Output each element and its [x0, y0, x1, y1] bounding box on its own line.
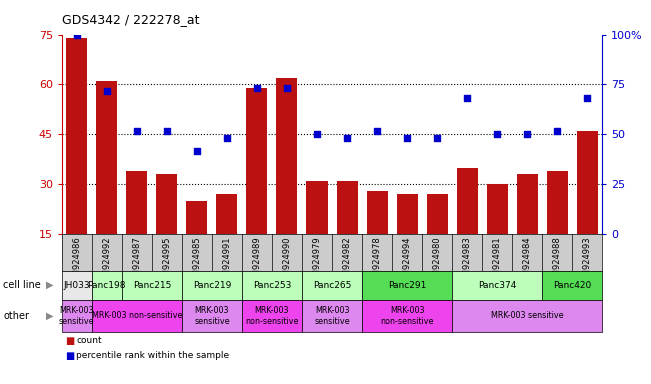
Point	[492, 131, 503, 137]
Text: ■: ■	[65, 351, 74, 361]
Point	[312, 131, 322, 137]
Text: GSM924990: GSM924990	[283, 236, 292, 286]
Point	[72, 31, 82, 38]
Bar	[517, 174, 538, 284]
Point	[252, 85, 262, 91]
Text: Panc215: Panc215	[133, 281, 171, 290]
Text: MRK-003
sensitive: MRK-003 sensitive	[194, 306, 230, 326]
Bar	[186, 201, 208, 284]
Point	[161, 128, 172, 134]
Point	[222, 135, 232, 141]
Bar	[66, 38, 87, 284]
Point	[522, 131, 533, 137]
Text: MRK-003 non-sensitive: MRK-003 non-sensitive	[92, 311, 182, 320]
Text: ▶: ▶	[46, 311, 54, 321]
Text: Panc219: Panc219	[193, 281, 231, 290]
Bar	[577, 131, 598, 284]
Text: GSM924993: GSM924993	[583, 236, 592, 287]
Point	[432, 135, 442, 141]
Text: ■: ■	[65, 336, 74, 346]
Point	[132, 128, 142, 134]
Text: GSM924981: GSM924981	[493, 236, 502, 287]
Text: ▶: ▶	[46, 280, 54, 290]
Bar	[156, 174, 178, 284]
Text: Panc374: Panc374	[478, 281, 516, 290]
Text: GSM924987: GSM924987	[132, 236, 141, 287]
Text: percentile rank within the sample: percentile rank within the sample	[76, 351, 229, 360]
Text: GSM924985: GSM924985	[193, 236, 201, 287]
Point	[462, 95, 473, 101]
Text: GDS4342 / 222278_at: GDS4342 / 222278_at	[62, 13, 199, 26]
Point	[372, 128, 382, 134]
Text: MRK-003
non-sensitive: MRK-003 non-sensitive	[380, 306, 434, 326]
Text: GSM924982: GSM924982	[342, 236, 352, 287]
Bar	[126, 171, 147, 284]
Text: GSM924995: GSM924995	[162, 236, 171, 286]
Text: count: count	[76, 336, 102, 345]
Bar	[486, 184, 508, 284]
Bar	[396, 194, 417, 284]
Bar	[337, 181, 357, 284]
Text: GSM924988: GSM924988	[553, 236, 562, 287]
Text: MRK-003
sensitive: MRK-003 sensitive	[59, 306, 94, 326]
Text: JH033: JH033	[64, 281, 90, 290]
Bar	[277, 78, 298, 284]
Bar	[247, 88, 268, 284]
Point	[102, 88, 112, 94]
Point	[191, 148, 202, 154]
Point	[552, 128, 562, 134]
Text: cell line: cell line	[3, 280, 41, 290]
Text: GSM924983: GSM924983	[463, 236, 471, 287]
Point	[582, 95, 592, 101]
Bar	[367, 191, 387, 284]
Text: GSM924980: GSM924980	[432, 236, 441, 287]
Bar	[456, 168, 478, 284]
Text: GSM924992: GSM924992	[102, 236, 111, 286]
Text: GSM924978: GSM924978	[372, 236, 381, 287]
Text: MRK-003 sensitive: MRK-003 sensitive	[491, 311, 564, 320]
Bar	[216, 194, 238, 284]
Bar	[96, 81, 117, 284]
Text: GSM924994: GSM924994	[402, 236, 411, 286]
Text: Panc198: Panc198	[88, 281, 126, 290]
Text: Panc253: Panc253	[253, 281, 291, 290]
Text: Panc265: Panc265	[313, 281, 351, 290]
Text: GSM924984: GSM924984	[523, 236, 532, 287]
Bar	[426, 194, 448, 284]
Point	[342, 135, 352, 141]
Text: GSM924989: GSM924989	[253, 236, 262, 287]
Text: other: other	[3, 311, 29, 321]
Text: GSM924991: GSM924991	[223, 236, 232, 286]
Point	[402, 135, 412, 141]
Bar	[547, 171, 568, 284]
Text: GSM924979: GSM924979	[312, 236, 322, 287]
Text: MRK-003
sensitive: MRK-003 sensitive	[314, 306, 350, 326]
Text: GSM924986: GSM924986	[72, 236, 81, 287]
Bar	[307, 181, 327, 284]
Text: Panc291: Panc291	[388, 281, 426, 290]
Text: MRK-003
non-sensitive: MRK-003 non-sensitive	[245, 306, 299, 326]
Point	[282, 85, 292, 91]
Text: Panc420: Panc420	[553, 281, 591, 290]
